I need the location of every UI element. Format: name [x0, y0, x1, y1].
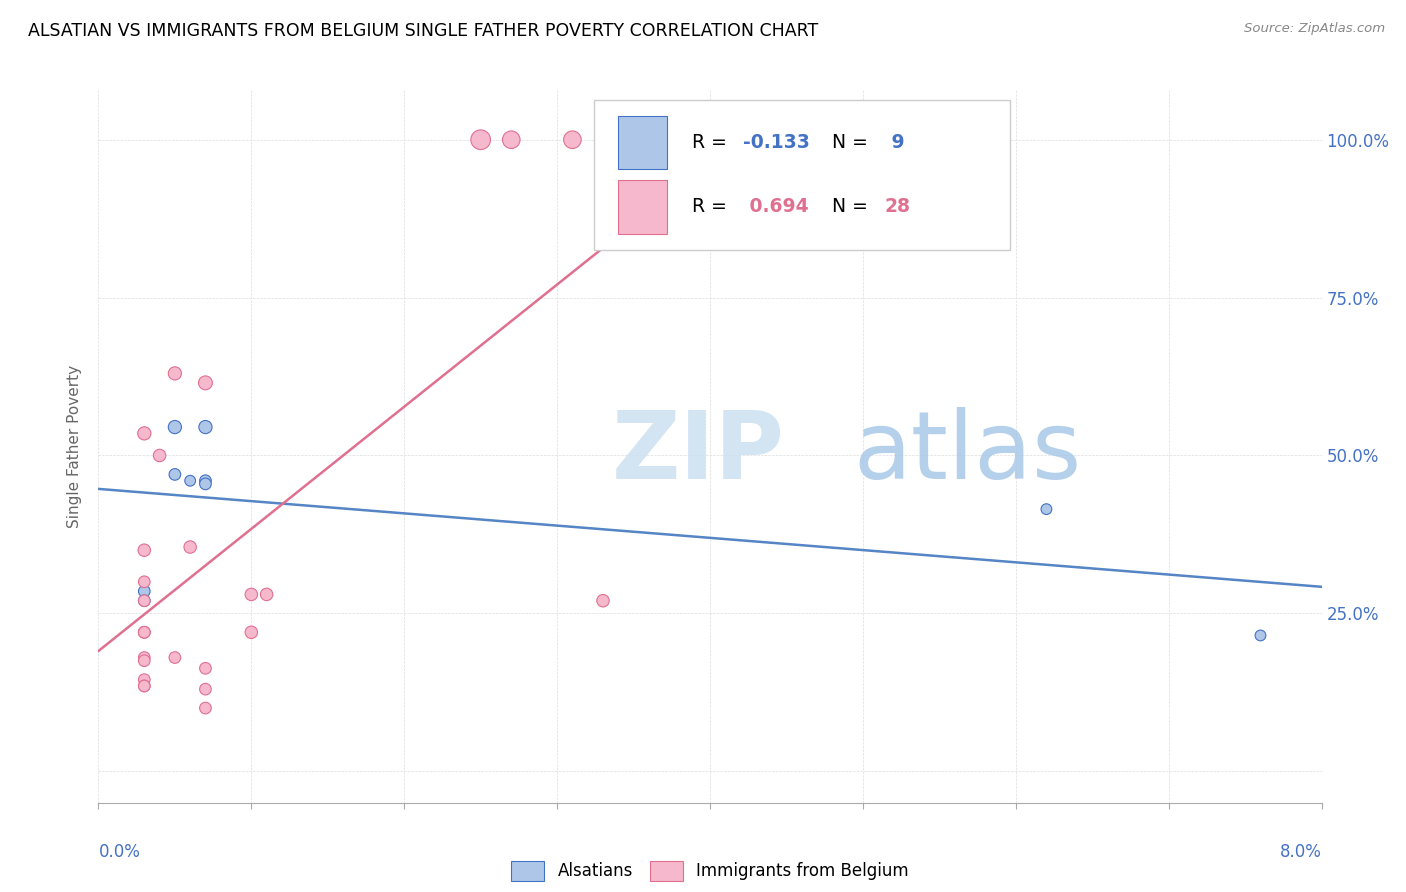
Point: [134, 654, 156, 668]
Point: [592, 593, 614, 607]
Text: atlas: atlas: [853, 407, 1081, 500]
Text: R =: R =: [692, 197, 733, 217]
Point: [194, 661, 217, 675]
Point: [134, 593, 156, 607]
Text: ALSATIAN VS IMMIGRANTS FROM BELGIUM SINGLE FATHER POVERTY CORRELATION CHART: ALSATIAN VS IMMIGRANTS FROM BELGIUM SING…: [28, 22, 818, 40]
Point: [134, 650, 156, 665]
Point: [501, 133, 523, 147]
Point: [194, 701, 217, 715]
Text: R =: R =: [692, 133, 733, 153]
Point: [134, 679, 156, 693]
Point: [149, 449, 172, 463]
Point: [134, 593, 156, 607]
Text: Source: ZipAtlas.com: Source: ZipAtlas.com: [1244, 22, 1385, 36]
Point: [134, 673, 156, 687]
Point: [1035, 502, 1057, 516]
Legend: Alsatians, Immigrants from Belgium: Alsatians, Immigrants from Belgium: [505, 855, 915, 888]
Text: 0.694: 0.694: [742, 197, 808, 217]
Text: N =: N =: [832, 197, 875, 217]
Point: [134, 625, 156, 640]
Point: [179, 540, 201, 554]
Point: [134, 625, 156, 640]
Point: [134, 679, 156, 693]
Point: [179, 474, 201, 488]
Point: [134, 584, 156, 599]
Point: [163, 650, 186, 665]
Point: [194, 682, 217, 697]
FancyBboxPatch shape: [619, 116, 668, 169]
Point: [134, 574, 156, 589]
Point: [163, 467, 186, 482]
Text: 28: 28: [884, 197, 911, 217]
Point: [194, 376, 217, 390]
Point: [240, 625, 263, 640]
Point: [470, 133, 492, 147]
Point: [256, 587, 278, 601]
Text: 8.0%: 8.0%: [1279, 843, 1322, 861]
Point: [163, 420, 186, 434]
FancyBboxPatch shape: [593, 100, 1010, 250]
Point: [134, 426, 156, 441]
Text: ZIP: ZIP: [612, 407, 785, 500]
Point: [134, 625, 156, 640]
Y-axis label: Single Father Poverty: Single Father Poverty: [67, 365, 83, 527]
Point: [194, 476, 217, 491]
Point: [163, 367, 186, 381]
FancyBboxPatch shape: [619, 180, 668, 234]
Point: [194, 474, 217, 488]
Text: 0.0%: 0.0%: [98, 843, 141, 861]
Point: [194, 420, 217, 434]
Text: 9: 9: [884, 133, 904, 153]
Point: [561, 133, 583, 147]
Point: [240, 587, 263, 601]
Point: [1249, 628, 1271, 642]
Point: [134, 543, 156, 558]
Text: -0.133: -0.133: [742, 133, 810, 153]
Text: N =: N =: [832, 133, 875, 153]
